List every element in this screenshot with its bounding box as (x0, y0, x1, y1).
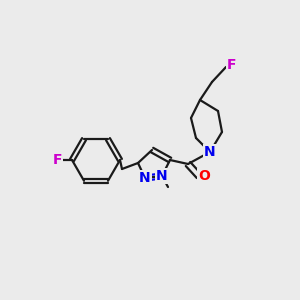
Text: N: N (156, 169, 168, 183)
Text: O: O (198, 169, 210, 183)
Text: N: N (139, 171, 151, 185)
Text: N: N (204, 145, 216, 159)
Text: F: F (53, 153, 63, 167)
Text: F: F (226, 58, 236, 72)
